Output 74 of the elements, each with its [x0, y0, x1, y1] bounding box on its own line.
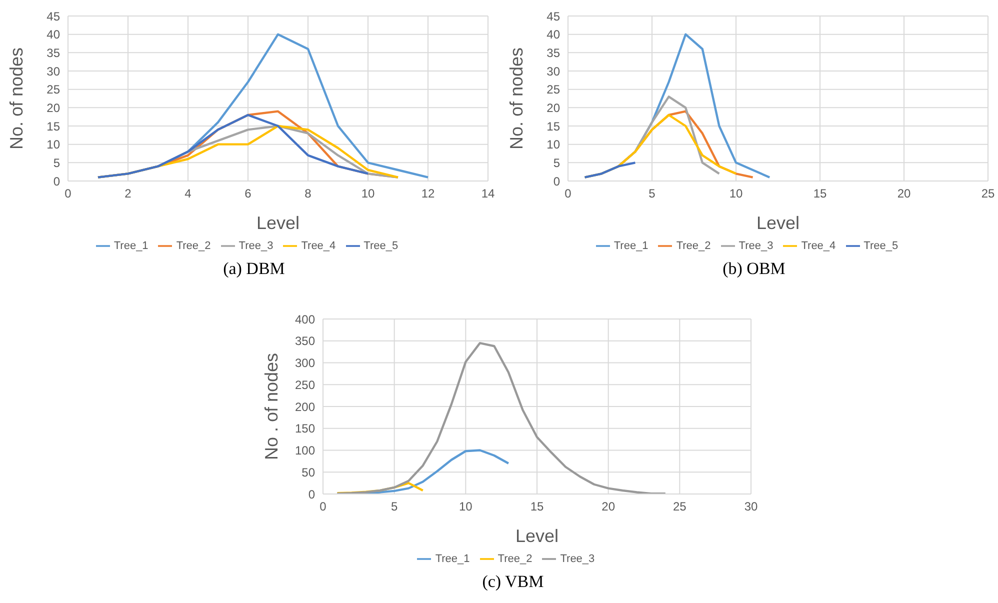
y-tick-label: 30	[46, 64, 60, 78]
y-axis-title: No. of nodes	[506, 47, 526, 150]
legend-label: Tree_3	[738, 240, 774, 252]
text: (b) OBM	[722, 259, 786, 279]
legend-label: Tree_1	[435, 552, 470, 565]
legend-label: Tree_1	[614, 240, 648, 252]
x-tick-label: 8	[304, 186, 312, 201]
x-tick-label: 25	[981, 186, 995, 201]
x-tick-label: 6	[244, 186, 252, 201]
legend-label: Tree_5	[364, 240, 398, 252]
y-tick-label: 5	[53, 156, 60, 170]
x-tick-label: 14	[481, 186, 495, 201]
y-tick-label: 5	[553, 156, 560, 170]
x-tick-label: 15	[813, 186, 827, 201]
line-series	[584, 162, 636, 178]
x-tick-label: 12	[421, 186, 435, 201]
text: (a) DBM	[222, 259, 286, 279]
legend-label: Tree_3	[560, 552, 595, 565]
x-tick-label: 10	[361, 186, 375, 201]
x-tick-label: 0	[64, 186, 72, 201]
line-series	[336, 342, 666, 494]
y-tick-label: 10	[46, 138, 60, 152]
legend-label: Tree_4	[801, 240, 836, 252]
x-tick-label: 0	[564, 186, 572, 201]
y-tick-label: 250	[294, 378, 316, 392]
y-tick-label: 0	[53, 174, 60, 188]
x-tick-label: 25	[672, 500, 687, 514]
y-axis-title: No . of nodes	[261, 352, 282, 460]
y-tick-label: 25	[46, 82, 60, 97]
y-tick-label: 40	[46, 28, 60, 42]
x-tick-label: 5	[648, 186, 656, 201]
legend-label: Tree_5	[864, 240, 898, 252]
y-tick-label: 150	[294, 422, 316, 436]
y-tick-label: 400	[294, 312, 316, 326]
x-tick-label: 15	[530, 500, 544, 514]
y-tick-label: 40	[546, 28, 560, 42]
x-tick-label: 0	[320, 500, 327, 514]
y-tick-label: 0	[553, 174, 560, 188]
y-tick-label: 10	[546, 138, 560, 152]
legend-label: Tree_1	[114, 240, 148, 252]
x-axis-title: Level	[256, 213, 300, 233]
x-axis-title: Level	[756, 213, 800, 233]
y-tick-label: 50	[302, 465, 316, 480]
y-tick-label: 15	[46, 119, 60, 134]
y-tick-label: 100	[294, 444, 316, 458]
y-tick-label: 45	[46, 9, 60, 24]
y-tick-label: 0	[308, 487, 316, 502]
y-tick-label: 30	[546, 64, 560, 78]
y-tick-label: 25	[546, 82, 560, 97]
y-tick-label: 15	[546, 119, 560, 134]
y-tick-label: 35	[546, 46, 560, 60]
y-tick-label: 350	[294, 334, 316, 348]
y-axis-title: No. of nodes	[6, 47, 26, 150]
x-axis-title: Level	[515, 526, 559, 546]
x-tick-label: 30	[744, 500, 758, 514]
y-tick-label: 45	[546, 9, 560, 24]
x-tick-label: 5	[390, 500, 398, 514]
legend-label: Tree_3	[238, 240, 274, 252]
y-tick-label: 35	[46, 46, 60, 60]
y-tick-label: 20	[546, 100, 560, 115]
legend-label: Tree_4	[301, 240, 336, 252]
x-tick-label: 2	[124, 186, 132, 201]
x-tick-label: 10	[729, 186, 743, 201]
legend-label: Tree_2	[176, 240, 211, 252]
x-tick-label: 20	[602, 500, 616, 514]
x-tick-label: 10	[458, 500, 473, 514]
x-tick-label: 4	[184, 186, 192, 201]
x-tick-label: 20	[897, 186, 911, 201]
y-tick-label: 300	[294, 356, 316, 370]
legend-label: Tree_2	[676, 240, 711, 252]
y-tick-label: 20	[46, 100, 60, 115]
legend-label: Tree_2	[498, 552, 532, 565]
y-tick-label: 200	[294, 400, 316, 414]
text: (c) VBM	[481, 572, 545, 592]
